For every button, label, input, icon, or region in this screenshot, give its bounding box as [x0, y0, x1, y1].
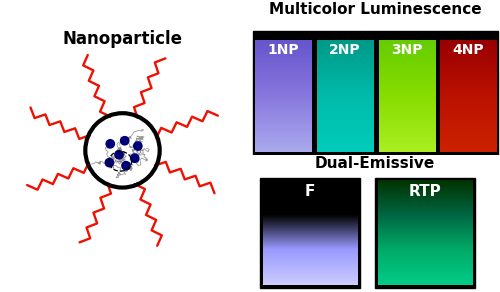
Circle shape [120, 137, 129, 145]
Text: Nanoparticle: Nanoparticle [62, 30, 182, 48]
Circle shape [115, 151, 123, 159]
Bar [260, 178, 360, 288]
Circle shape [122, 161, 130, 170]
Text: 2NP: 2NP [329, 43, 360, 57]
Text: Dual-Emissive: Dual-Emissive [315, 156, 435, 171]
Circle shape [106, 140, 114, 148]
Bar [375, 178, 475, 288]
Bar [252, 31, 498, 155]
Text: 4NP: 4NP [452, 43, 484, 57]
Text: RTP: RTP [408, 184, 442, 199]
Text: F: F [305, 184, 315, 199]
Text: 3NP: 3NP [391, 43, 422, 57]
Circle shape [105, 159, 114, 167]
Text: Multicolor Luminescence: Multicolor Luminescence [268, 1, 482, 17]
Circle shape [130, 154, 139, 162]
Circle shape [134, 142, 142, 150]
Text: 1NP: 1NP [268, 43, 299, 57]
